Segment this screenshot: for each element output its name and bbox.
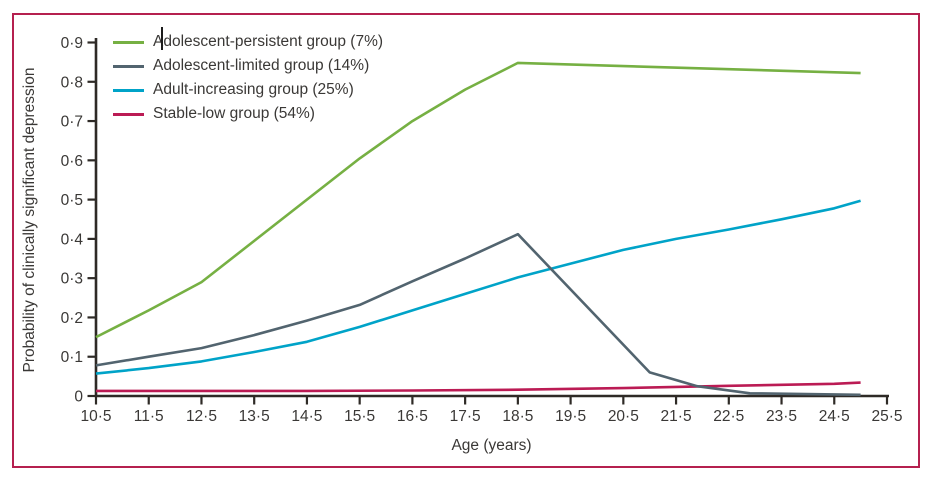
- x-tick-label: 11·5: [134, 408, 164, 425]
- y-tick-label: 0·2: [61, 310, 83, 327]
- text-cursor: [161, 27, 163, 50]
- y-tick-label: 0·3: [61, 271, 83, 288]
- x-tick-label: 17·5: [450, 408, 481, 425]
- legend: Adolescent-persistent group (7%) Adolesce…: [113, 30, 383, 126]
- series-line-adolescent-limited: [95, 232, 861, 397]
- legend-swatch-adolescent-persistent: [113, 40, 144, 44]
- x-axis-title: Age (years): [451, 437, 532, 454]
- legend-swatch-stable-low: [113, 112, 144, 116]
- series-line-adolescent-persistent: [95, 61, 861, 339]
- legend-label-adult-increasing: Adult-increasing group (25%): [153, 81, 354, 98]
- x-tick-label: 20·5: [608, 408, 639, 425]
- x-tick-label: 15·5: [344, 408, 375, 425]
- y-tick-label: 0·9: [61, 35, 83, 52]
- y-tick-label: 0·1: [61, 349, 83, 366]
- x-tick-label: 25·5: [871, 408, 902, 425]
- series-line-stable-low: [96, 381, 861, 393]
- legend-swatch-adolescent-limited: [113, 64, 144, 68]
- legend-item-adolescent-persistent: Adolescent-persistent group (7%): [113, 30, 383, 54]
- y-tick-label: 0·5: [61, 192, 83, 209]
- legend-item-stable-low: Stable-low group (54%): [113, 102, 383, 126]
- legend-swatch-adult-increasing: [113, 88, 144, 92]
- x-tick-label: 14·5: [291, 408, 322, 425]
- y-tick-label: 0·8: [61, 74, 83, 91]
- y-tick-label: 0·7: [61, 114, 83, 131]
- x-tick-label: 13·5: [239, 408, 270, 425]
- x-tick-label: 16·5: [397, 408, 428, 425]
- legend-label-adolescent-persistent: Adolescent-persistent group (7%): [153, 33, 384, 50]
- x-tick-label: 24·5: [819, 408, 850, 425]
- y-axis-title: Probability of clinically significant de…: [21, 67, 38, 373]
- x-tick-label: 23·5: [766, 408, 797, 425]
- x-tick-label: 18·5: [502, 408, 533, 425]
- x-tick-label: 22·5: [713, 408, 744, 425]
- y-tick-label: 0·4: [61, 231, 84, 248]
- x-tick-label: 12·5: [186, 408, 217, 425]
- y-tick-label: 0: [74, 389, 83, 406]
- series-line-adult-increasing: [95, 199, 861, 375]
- legend-item-adult-increasing: Adult-increasing group (25%): [113, 78, 383, 102]
- y-tick-label: 0·6: [61, 153, 83, 170]
- legend-label-adolescent-limited: Adolescent-limited group (14%): [153, 57, 370, 74]
- x-tick-label: 19·5: [555, 408, 586, 425]
- legend-item-adolescent-limited: Adolescent-limited group (14%): [113, 54, 383, 78]
- x-tick-label: 10·5: [80, 408, 111, 425]
- legend-label-stable-low: Stable-low group (54%): [153, 105, 315, 122]
- x-tick-label: 21·5: [661, 408, 692, 425]
